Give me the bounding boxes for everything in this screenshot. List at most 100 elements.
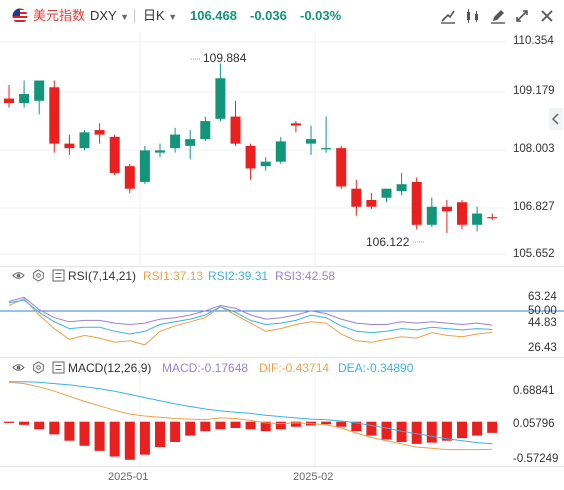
fullscreen-icon[interactable] xyxy=(512,6,532,26)
candle-body xyxy=(472,213,483,225)
collapse-panel-button[interactable] xyxy=(549,108,563,130)
macd-bar xyxy=(336,421,347,427)
candlestick-chart[interactable]: 109.884 106.122 xyxy=(0,32,564,267)
us-flag-icon xyxy=(12,8,28,24)
dif-line xyxy=(8,381,493,451)
candle-body xyxy=(155,150,165,153)
candle-body xyxy=(19,94,30,104)
caret-down-icon: ▼ xyxy=(120,12,130,22)
rsi-title: RSI(7,14,21) xyxy=(68,269,137,283)
macd-bar xyxy=(441,421,452,441)
symbol-selector[interactable]: DXY ▼ xyxy=(90,8,129,25)
candle-body xyxy=(336,148,347,187)
candle-body xyxy=(34,80,45,101)
y-label-price: 105.652 xyxy=(513,248,555,260)
macd-bar xyxy=(215,421,226,430)
caret-down-icon: ▼ xyxy=(168,12,178,22)
macd-bar xyxy=(426,421,437,443)
macd-bar xyxy=(260,421,271,432)
candle-body xyxy=(426,206,437,225)
dea-line xyxy=(9,381,493,445)
draw-tool-icon[interactable] xyxy=(438,6,458,26)
price-change-pct: -0.03% xyxy=(300,8,342,23)
rsi-line-rsi3 xyxy=(8,296,493,326)
macd-bar xyxy=(139,421,150,455)
y-label-price: 109.179 xyxy=(513,85,555,97)
x-label-date: 2025-01 xyxy=(108,471,149,483)
candle-body xyxy=(457,202,467,225)
candle-body xyxy=(139,150,150,182)
macd-bar xyxy=(290,421,301,427)
price-change: -0.036 xyxy=(250,8,287,23)
last-price: 106.468 xyxy=(190,8,237,23)
candle-body xyxy=(230,116,241,144)
candle-body xyxy=(109,136,120,173)
macd-bar xyxy=(230,421,241,429)
macd-bar xyxy=(170,421,181,442)
menu-icon[interactable] xyxy=(52,361,65,374)
y-label-rsi: 44.83 xyxy=(528,317,557,329)
macd-bar xyxy=(200,421,211,432)
close-icon[interactable] xyxy=(537,6,557,26)
macd-bar xyxy=(472,421,483,436)
eye-icon[interactable] xyxy=(12,269,25,282)
settings-icon[interactable] xyxy=(32,269,45,282)
macd-bar xyxy=(275,421,286,430)
panel-divider xyxy=(0,357,564,358)
candle-body xyxy=(260,161,271,167)
candle-body xyxy=(381,188,392,198)
macd-bar xyxy=(396,421,407,442)
candle-body xyxy=(64,143,75,149)
candle-body xyxy=(366,199,377,207)
rsi-chart[interactable] xyxy=(0,267,564,357)
candle-body xyxy=(441,206,452,212)
rsi3-value: RSI3:42.58 xyxy=(275,269,336,283)
macd-bar xyxy=(94,421,105,451)
low-annotation: 106.122 xyxy=(366,235,410,249)
settings-icon[interactable] xyxy=(32,361,45,374)
candle-body xyxy=(79,132,90,149)
dea-value: DEA:-0.34890 xyxy=(338,361,414,375)
candle-body xyxy=(245,145,256,169)
divider xyxy=(134,9,135,23)
macd-chart[interactable] xyxy=(0,358,564,466)
macd-bar xyxy=(124,421,135,460)
candle-body xyxy=(306,139,316,144)
macd-value: MACD:-0.17648 xyxy=(162,361,249,375)
x-label-date: 2025-02 xyxy=(293,471,334,483)
candle-body xyxy=(170,134,181,149)
macd-bar xyxy=(109,421,120,457)
y-label-rsi: 63.24 xyxy=(528,291,557,303)
macd-bar xyxy=(381,421,392,440)
y-label-price: 108.003 xyxy=(513,143,555,155)
dif-value: DIF:-0.43714 xyxy=(259,361,330,375)
macd-bar xyxy=(4,421,14,423)
candle-body xyxy=(396,184,407,191)
macd-bar xyxy=(19,421,30,425)
macd-bar xyxy=(49,421,60,435)
symbol-label: DXY xyxy=(90,8,117,23)
eye-icon[interactable] xyxy=(12,361,25,374)
period-selector[interactable]: 日K ▼ xyxy=(143,8,177,25)
indicator-icon[interactable] xyxy=(463,6,483,26)
menu-icon[interactable] xyxy=(52,269,65,282)
y-label-macd: 0.68841 xyxy=(513,385,555,397)
candle-body xyxy=(321,148,332,150)
candle-body xyxy=(351,188,362,207)
candle-body xyxy=(94,130,105,135)
y-label-macd: -0.57249 xyxy=(513,453,559,465)
panel-divider xyxy=(0,266,564,267)
currency-name: 美元指数 xyxy=(33,8,86,23)
candle-body xyxy=(4,98,14,104)
macd-bar xyxy=(411,421,422,444)
y-label-price: 106.827 xyxy=(513,201,555,213)
macd-bar xyxy=(487,421,498,433)
rsi2-value: RSI2:39.31 xyxy=(208,269,269,283)
macd-bar xyxy=(457,421,467,439)
y-label-rsi: 50.00 xyxy=(528,305,557,317)
macd-bar xyxy=(34,421,45,430)
candle-body xyxy=(275,141,286,162)
candle-body xyxy=(290,123,301,126)
rsi1-value: RSI1:37.13 xyxy=(143,269,204,283)
pen-icon[interactable] xyxy=(488,6,508,26)
